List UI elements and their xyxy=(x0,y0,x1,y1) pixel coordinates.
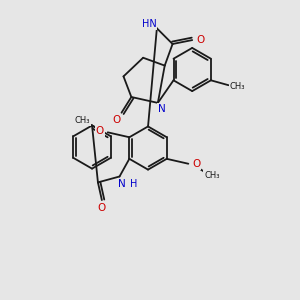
Text: O: O xyxy=(96,126,104,136)
Text: O: O xyxy=(98,203,106,213)
Text: O: O xyxy=(196,35,204,45)
Text: CH₃: CH₃ xyxy=(204,171,220,180)
Text: H: H xyxy=(130,179,137,189)
Text: HN: HN xyxy=(142,20,156,29)
Text: CH₃: CH₃ xyxy=(230,82,245,91)
Text: N: N xyxy=(158,104,166,114)
Text: O: O xyxy=(192,159,200,169)
Text: O: O xyxy=(112,115,121,124)
Text: N: N xyxy=(118,179,125,189)
Text: CH₃: CH₃ xyxy=(74,116,90,125)
